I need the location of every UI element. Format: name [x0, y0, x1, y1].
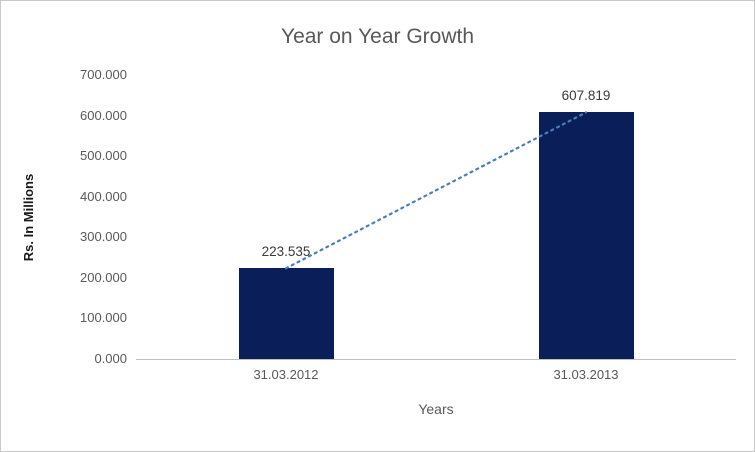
bar-value-label: 223.535 [261, 244, 311, 260]
x-axis-title: Years [418, 401, 454, 417]
y-tick-label: 500.000 [80, 148, 127, 164]
bar [238, 268, 334, 359]
x-axis-ticks: 31.03.2012 31.03.2013 [136, 367, 736, 387]
bar [538, 112, 634, 359]
y-tick-label: 400.000 [80, 188, 127, 204]
plot-area: 223.535 607.819 [136, 75, 736, 360]
y-tick-label: 100.000 [80, 310, 127, 326]
y-tick-label: 600.000 [80, 107, 127, 123]
y-tick-label: 200.000 [80, 269, 127, 285]
y-axis-title-text: Rs. In Millions [21, 173, 37, 261]
y-axis-ticks: 0.000 100.000 200.000 300.000 400.000 500.000… [41, 67, 127, 366]
chart-title: Year on Year Growth [280, 25, 475, 48]
trendline [284, 111, 588, 270]
y-axis-title: Rs. In Millions [17, 75, 41, 359]
x-tick-label: 31.03.2012 [253, 367, 319, 382]
y-tick-label: 700.000 [80, 67, 127, 82]
y-tick-label: 0.000 [94, 351, 127, 366]
x-tick-label: 31.03.2013 [553, 367, 619, 382]
bar-value-label: 607.819 [561, 88, 611, 104]
y-tick-label: 300.000 [80, 229, 127, 245]
